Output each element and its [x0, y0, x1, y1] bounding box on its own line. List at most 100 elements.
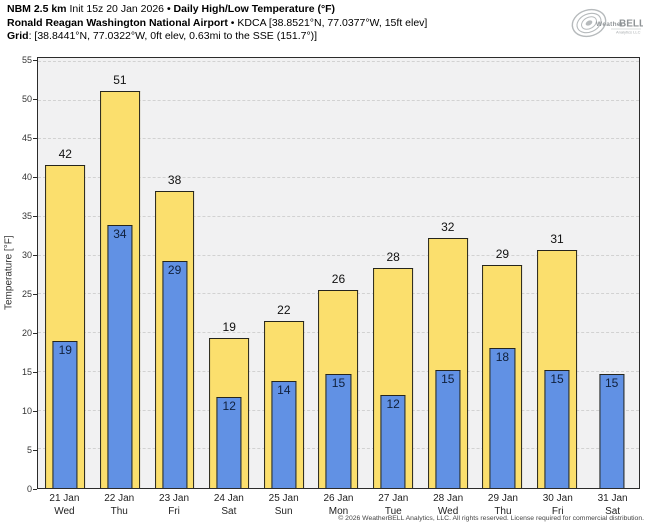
low-value-label: 12: [222, 399, 236, 414]
x-tick-label-28-jan: 28 Jan Wed: [421, 493, 476, 518]
low-value-label: 15: [331, 376, 346, 391]
x-tick-date: 28 Jan: [433, 493, 464, 504]
y-tick-label-25: 25: [21, 288, 32, 299]
bar-group-26-jan: 26 15: [311, 58, 366, 488]
x-tick-label-24-jan: 24 Jan Sat: [201, 493, 256, 518]
y-tick-mark-15: [33, 371, 37, 373]
low-bar: 34: [107, 224, 133, 488]
y-tick-label-0: 0: [26, 483, 32, 494]
high-value-label: 22: [277, 302, 291, 317]
x-tick-label-21-jan: 21 Jan Wed: [37, 493, 92, 518]
high-value-label: 32: [441, 219, 455, 234]
gridline-35: [38, 215, 639, 217]
gridline-30: [38, 254, 639, 256]
bar-group-27-jan: 28 12: [366, 58, 421, 488]
x-tick-date: 29 Jan: [487, 493, 518, 504]
low-value-label: 15: [604, 376, 619, 391]
bar-group-29-jan: 29 18: [475, 58, 530, 488]
y-tick-label-55: 55: [21, 55, 32, 66]
high-value-label: 28: [386, 249, 400, 264]
gridline-40: [38, 177, 639, 179]
low-bar: 15: [544, 370, 570, 488]
x-tick-day: Sat: [221, 505, 237, 517]
logo-text-bell: BELL: [619, 19, 643, 30]
y-tick-label-5: 5: [26, 444, 32, 455]
gridline-50: [38, 99, 639, 101]
y-tick-mark-35: [33, 216, 37, 218]
y-tick-label-20: 20: [21, 327, 32, 338]
logo-text-analytics: Analytics LLC: [616, 30, 641, 35]
x-tick-day: Mon: [328, 505, 349, 517]
y-tick-label-40: 40: [21, 172, 32, 183]
bar-group-31-jan: 15: [584, 58, 639, 488]
x-tick-day: Tue: [384, 505, 402, 517]
high-value-label: 19: [222, 319, 236, 334]
bar-group-22-jan: 51 34: [93, 58, 148, 488]
y-tick-mark-50: [33, 99, 37, 101]
x-tick-day: Sat: [605, 505, 621, 517]
high-value-label: 51: [113, 72, 127, 87]
x-tick-label-27-jan: 27 Jan Tue: [366, 493, 421, 518]
gridline-55: [38, 60, 639, 62]
x-tick-label-26-jan: 26 Jan Mon: [311, 493, 366, 518]
bar-group-21-jan: 42 19: [38, 58, 93, 488]
grid-label: Grid: [7, 30, 29, 42]
high-bar: [373, 267, 414, 488]
y-tick-mark-40: [33, 177, 37, 179]
bar-group-25-jan: 22 14: [257, 58, 312, 488]
y-tick-label-35: 35: [21, 211, 32, 222]
bar-group-30-jan: 31 15: [530, 58, 585, 488]
x-tick-day: Fri: [168, 505, 180, 517]
x-tick-label-22-jan: 22 Jan Thu: [92, 493, 147, 518]
init-time: Init 15z 20 Jan 2026: [66, 3, 167, 15]
low-bar: 15: [325, 374, 352, 488]
header-line-3: Grid: [38.8441°N, 77.0322°W, 0ft elev, 0…: [7, 30, 427, 44]
chart-header: NBM 2.5 km Init 15z 20 Jan 2026 • Daily …: [7, 3, 427, 44]
y-tick-label-50: 50: [21, 94, 32, 105]
y-tick-mark-10: [33, 410, 37, 412]
x-tick-date: 30 Jan: [542, 493, 573, 504]
low-bar: 14: [271, 381, 297, 488]
header-line-2: Ronald Reagan Washington National Airpor…: [7, 17, 427, 31]
low-value-label: 15: [441, 372, 455, 387]
grid-coords: : [38.8441°N, 77.0322°W, 0ft elev, 0.63m…: [28, 30, 318, 42]
x-tick-date: 21 Jan: [49, 493, 80, 504]
low-value-label: 12: [386, 397, 400, 412]
x-tick-day: Fri: [551, 505, 564, 517]
high-value-label: 31: [550, 232, 564, 247]
y-axis-title: Temperature [°F]: [3, 235, 15, 311]
x-tick-date: 22 Jan: [104, 493, 135, 504]
low-value-label: 18: [495, 349, 510, 364]
y-tick-mark-55: [33, 60, 37, 62]
bar-group-24-jan: 19 12: [202, 58, 257, 488]
x-tick-label-23-jan: 23 Jan Fri: [147, 493, 202, 518]
low-value-label: 19: [58, 342, 72, 357]
x-tick-date: 31 Jan: [597, 493, 628, 504]
x-tick-label-31-jan: 31 Jan Sat: [585, 493, 640, 518]
x-tick-day: Wed: [54, 505, 75, 517]
low-value-label: 29: [167, 263, 182, 277]
station-name: Ronald Reagan Washington National Airpor…: [7, 16, 228, 29]
high-value-label: 38: [167, 173, 182, 188]
low-value-label: 14: [277, 383, 291, 398]
x-tick-label-25-jan: 25 Jan Sun: [256, 493, 311, 518]
y-tick-mark-5: [33, 449, 37, 451]
y-tick-label-30: 30: [21, 249, 32, 260]
y-tick-label-10: 10: [21, 405, 32, 416]
low-bar: 12: [216, 397, 242, 488]
y-tick-mark-30: [33, 254, 37, 256]
y-tick-mark-20: [33, 332, 37, 334]
low-bar: 15: [435, 370, 461, 488]
x-tick-label-29-jan: 29 Jan Thu: [476, 493, 531, 518]
low-bar: 18: [489, 347, 515, 488]
x-tick-date: 23 Jan: [159, 493, 190, 504]
high-value-label: 26: [331, 271, 346, 286]
low-value-label: 15: [550, 372, 564, 387]
logo-text-weather: Weather: [596, 21, 624, 28]
y-tick-mark-25: [33, 293, 37, 295]
high-value-label: 29: [495, 246, 510, 261]
copyright-notice: © 2026 WeatherBELL Analytics, LLC. All r…: [338, 515, 644, 522]
y-tick-label-45: 45: [21, 133, 32, 144]
model-name: NBM 2.5 km: [7, 3, 67, 15]
